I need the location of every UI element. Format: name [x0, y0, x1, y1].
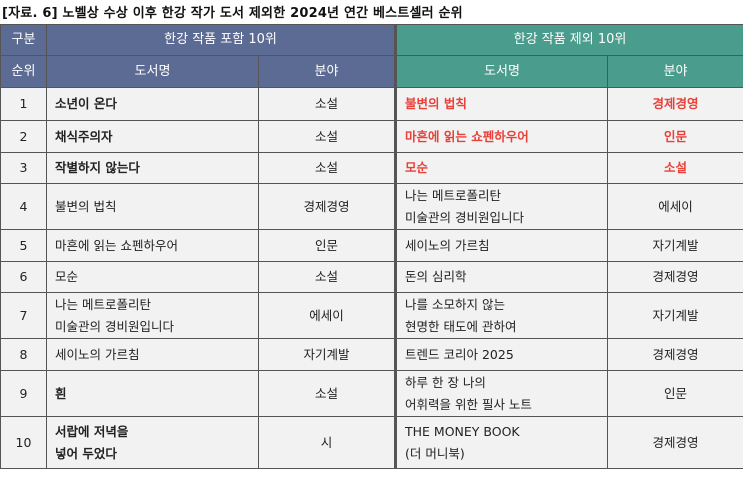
table-row: 4 불변의 법칙 경제경영 나는 메트로폴리탄 미술관의 경비원입니다 에세이	[0, 183, 743, 230]
rank-cell: 7	[0, 292, 47, 339]
right-title-cell: 마흔에 읽는 쇼펜하우어	[395, 120, 609, 153]
left-genre-cell: 소설	[257, 370, 398, 417]
category-header: 구분	[0, 24, 47, 56]
title-line: 소년이 온다	[55, 96, 117, 111]
title-line: 모순	[55, 269, 79, 284]
title-line: 나는 메트로폴리탄	[405, 187, 501, 203]
rank-cell: 9	[0, 370, 47, 417]
right-genre-cell: 인문	[607, 370, 743, 417]
table-row: 10 서랍에 저녁을 넣어 두었다 시 THE MONEY BOOK (더 머니북) 경제경…	[0, 416, 743, 469]
title-line: 불변의 법칙	[405, 96, 467, 111]
left-genre-cell: 인문	[257, 229, 398, 262]
left-genre-cell: 소설	[257, 87, 398, 121]
rank-header: 순위	[0, 55, 47, 88]
left-title-cell: 모순	[46, 261, 259, 293]
title-line: 흰	[55, 385, 67, 401]
left-genre-cell: 에세이	[257, 292, 398, 339]
title-line: THE MONEY BOOK	[405, 423, 520, 439]
title-line: (더 머니북)	[405, 445, 465, 461]
left-title-cell: 세이노의 가르침	[46, 338, 259, 371]
table-row: 2 채식주의자 소설 마흔에 읽는 쇼펜하우어 인문	[0, 120, 743, 153]
right-genre-cell: 경제경영	[607, 338, 743, 371]
table-row: 8 세이노의 가르침 자기계발 트렌드 코리아 2025 경제경영	[0, 338, 743, 371]
title-line: 나는 메트로폴리탄	[55, 296, 151, 312]
title-line: 어휘력을 위한 필사 노트	[405, 396, 532, 412]
right-genre-cell: 자기계발	[607, 229, 743, 262]
left-genre-cell: 소설	[257, 152, 398, 184]
title-line: 작별하지 않는다	[55, 160, 140, 175]
right-title-cell: 세이노의 가르침	[395, 229, 609, 262]
rank-cell: 5	[0, 229, 47, 262]
right-title-cell: 돈의 심리학	[395, 261, 609, 293]
right-genre-cell: 소설	[607, 152, 743, 184]
table-row: 3 작별하지 않는다 소설 모순 소설	[0, 152, 743, 184]
left-title-cell: 흰	[46, 370, 259, 417]
title-line: 넣어 두었다	[55, 445, 117, 461]
right-title-cell: THE MONEY BOOK (더 머니북)	[395, 416, 609, 469]
right-genre-cell: 경제경영	[607, 416, 743, 469]
title-line: 돈의 심리학	[405, 269, 467, 284]
rank-cell: 10	[0, 416, 47, 469]
title-line: 트렌드 코리아 2025	[405, 346, 514, 362]
table-row: 6 모순 소설 돈의 심리학 경제경영	[0, 261, 743, 293]
genre-left-header: 분야	[257, 55, 398, 88]
title-line: 마흔에 읽는 쇼펜하우어	[405, 128, 529, 144]
table-row: 9 흰 소설 하루 한 장 나의 어휘력을 위한 필사 노트 인문	[0, 370, 743, 417]
left-genre-cell: 소설	[257, 261, 398, 293]
rank-cell: 6	[0, 261, 47, 293]
rank-cell: 3	[0, 152, 47, 184]
book-left-header: 도서명	[46, 55, 259, 88]
title-line: 채식주의자	[55, 128, 113, 144]
title-line: 마흔에 읽는 쇼펜하우어	[55, 237, 178, 253]
right-genre-cell: 에세이	[607, 183, 743, 230]
title-line: 세이노의 가르침	[55, 346, 140, 362]
genre-right-header: 분야	[607, 55, 743, 88]
group-right-header: 한강 작품 제외 10위	[395, 24, 743, 56]
title-line: 세이노의 가르침	[405, 237, 490, 253]
title-line: 서랍에 저녁을	[55, 423, 129, 439]
book-right-header: 도서명	[395, 55, 609, 88]
title-line: 불변의 법칙	[55, 198, 117, 214]
rank-cell: 4	[0, 183, 47, 230]
title-line: 현명한 태도에 관하여	[405, 318, 517, 334]
right-title-cell: 트렌드 코리아 2025	[395, 338, 609, 371]
right-genre-cell: 경제경영	[607, 261, 743, 293]
right-genre-cell: 자기계발	[607, 292, 743, 339]
table-row: 5 마흔에 읽는 쇼펜하우어 인문 세이노의 가르침 자기계발	[0, 229, 743, 262]
title-line: 미술관의 경비원입니다	[405, 209, 524, 225]
right-title-cell: 불변의 법칙	[395, 87, 609, 121]
left-genre-cell: 소설	[257, 120, 398, 153]
table-row: 7 나는 메트로폴리탄 미술관의 경비원입니다 에세이 나를 소모하지 않는 현명한 태도…	[0, 292, 743, 339]
rank-cell: 8	[0, 338, 47, 371]
right-genre-cell: 경제경영	[607, 87, 743, 121]
group-left-header: 한강 작품 포함 10위	[45, 24, 398, 56]
right-genre-cell: 인문	[607, 120, 743, 153]
title-line: 미술관의 경비원입니다	[55, 318, 174, 334]
title-line: 모순	[405, 160, 429, 175]
left-title-cell: 불변의 법칙	[46, 183, 259, 230]
left-title-cell: 작별하지 않는다	[46, 152, 259, 184]
table-row: 1 소년이 온다 소설 불변의 법칙 경제경영	[0, 87, 743, 121]
title-line: 나를 소모하지 않는	[405, 296, 505, 312]
bestseller-table: 구분 한강 작품 포함 10위 한강 작품 제외 10위 순위 도서명 분야 도…	[0, 24, 743, 469]
rank-cell: 2	[0, 120, 47, 153]
left-title-cell: 소년이 온다	[46, 87, 259, 121]
left-genre-cell: 경제경영	[257, 183, 398, 230]
left-title-cell: 채식주의자	[46, 120, 259, 153]
left-genre-cell: 시	[257, 416, 398, 469]
right-title-cell: 모순	[395, 152, 609, 184]
left-genre-cell: 자기계발	[257, 338, 398, 371]
rank-cell: 1	[0, 87, 47, 121]
left-title-cell: 마흔에 읽는 쇼펜하우어	[46, 229, 259, 262]
document-title: [자료. 6] 노벨상 수상 이후 한강 작가 도서 제외한 2024년 연간 …	[2, 6, 463, 21]
title-line: 하루 한 장 나의	[405, 374, 486, 390]
